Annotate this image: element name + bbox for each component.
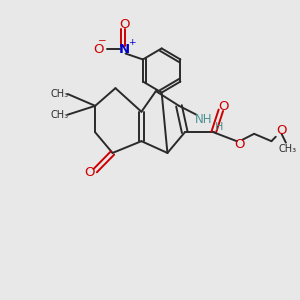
- Text: O: O: [84, 166, 95, 178]
- Text: O: O: [93, 43, 104, 56]
- Text: CH₃: CH₃: [51, 89, 69, 99]
- Text: O: O: [119, 18, 129, 31]
- Text: O: O: [218, 100, 229, 113]
- Text: +: +: [128, 38, 136, 47]
- Text: NH: NH: [195, 112, 212, 126]
- Text: CH₃: CH₃: [278, 144, 296, 154]
- Text: CH₃: CH₃: [51, 110, 69, 120]
- Text: O: O: [276, 124, 287, 137]
- Text: −: −: [98, 36, 107, 46]
- Text: N: N: [118, 43, 130, 56]
- Text: H: H: [215, 122, 223, 132]
- Text: O: O: [234, 138, 245, 151]
